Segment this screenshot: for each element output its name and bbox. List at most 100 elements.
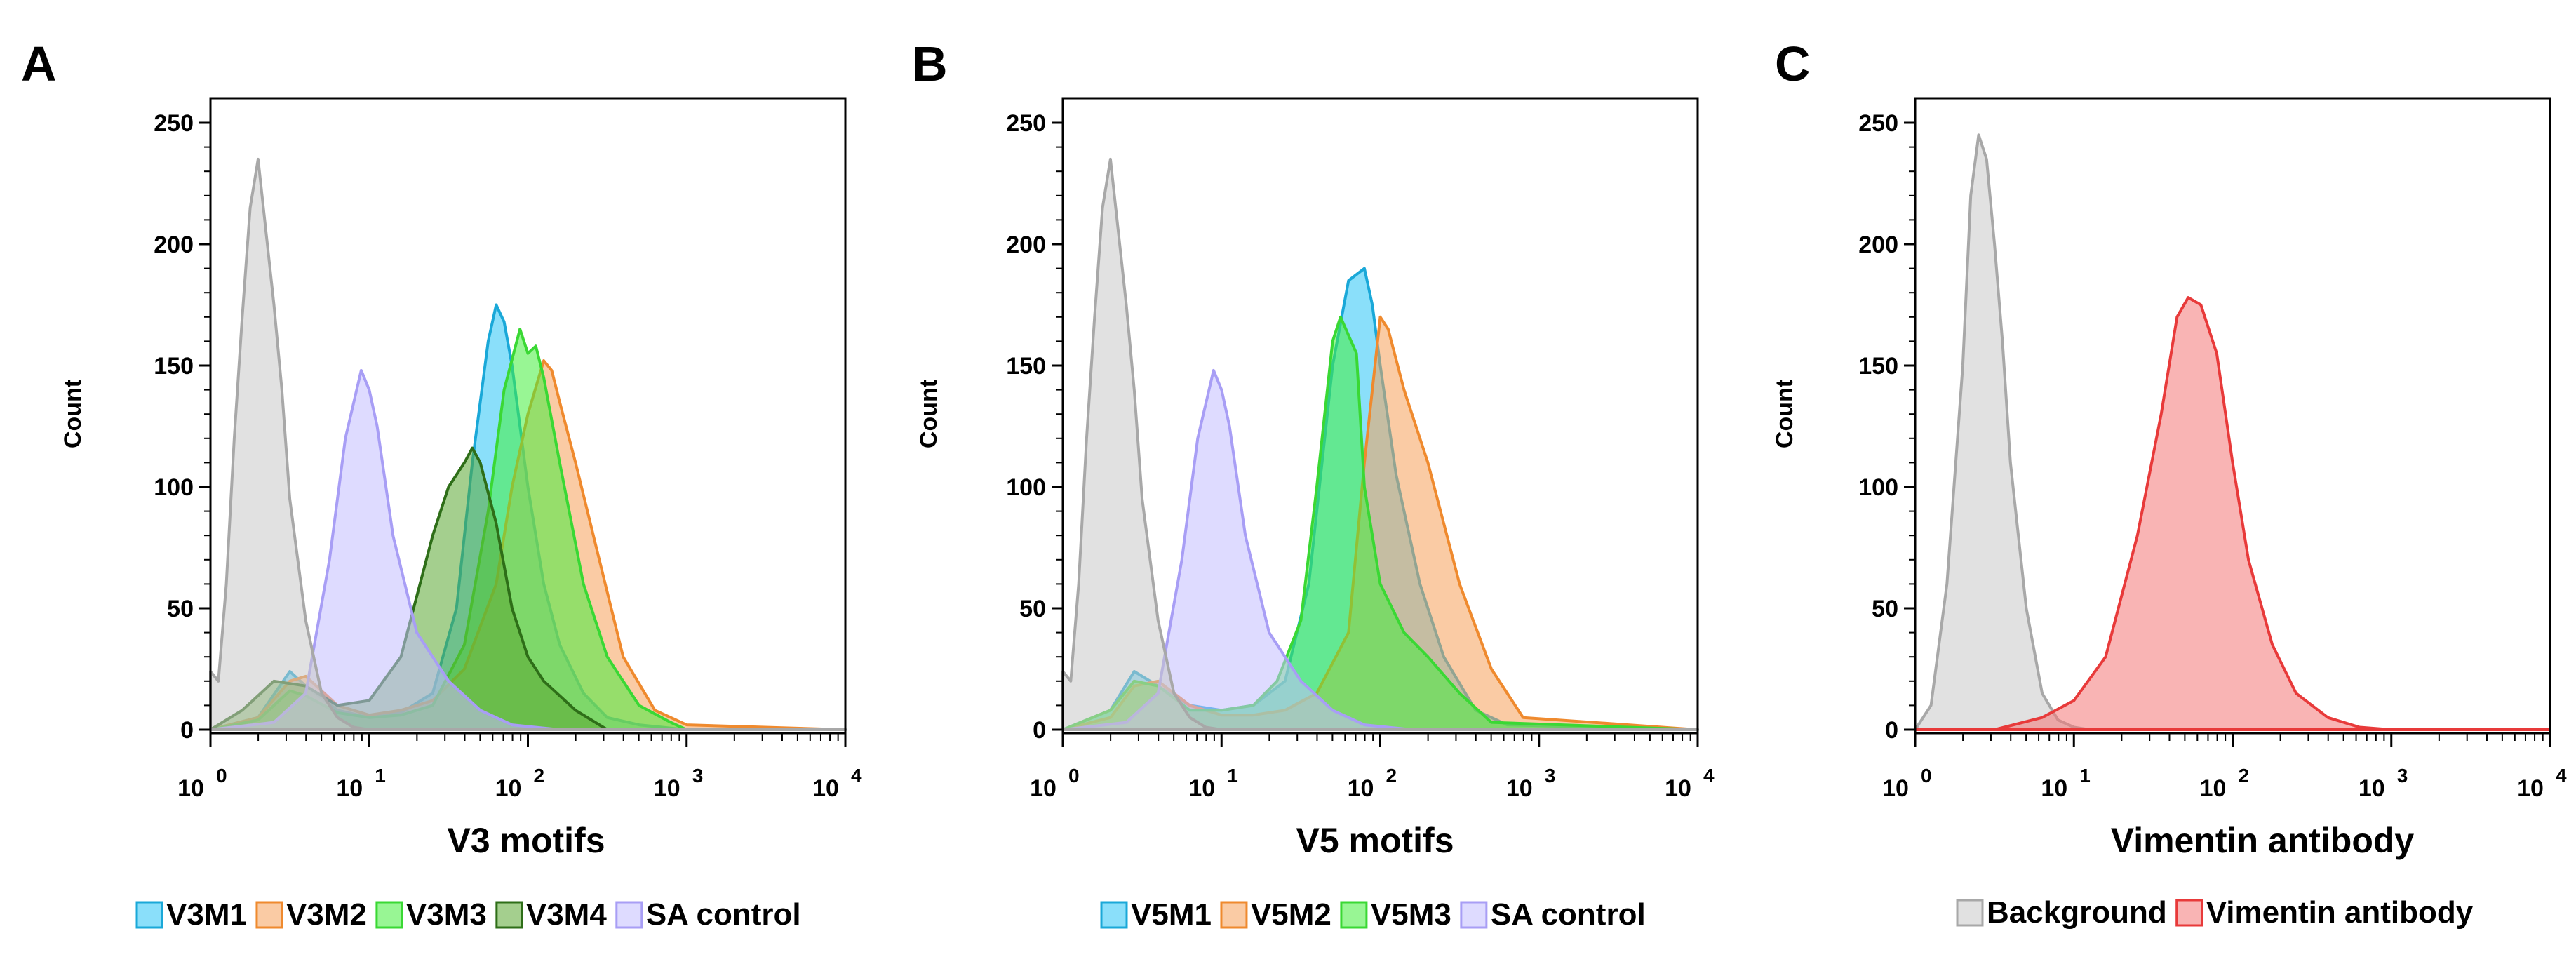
series-area-vimentin-antibody xyxy=(1914,296,2551,731)
legend-item-v5m2: V5M2 xyxy=(1220,897,1331,932)
legend-item-v3m1: V3M1 xyxy=(135,897,247,932)
x-tick-label: 10 3 xyxy=(654,765,703,802)
y-tick-label: 0 xyxy=(180,717,194,744)
legend-label: V5M2 xyxy=(1251,897,1331,932)
legend-label: V5M1 xyxy=(1131,897,1212,932)
legend-swatch xyxy=(495,901,523,929)
y-tick-label: 250 xyxy=(1858,110,1898,137)
y-tick-label: 0 xyxy=(1885,717,1898,744)
svg-text:10: 10 xyxy=(2517,775,2544,802)
svg-text:10: 10 xyxy=(1506,775,1533,802)
legend-b: V5M1 V5M2 V5M3 SA control xyxy=(1100,897,1646,932)
svg-text:0: 0 xyxy=(1921,765,1932,786)
legend-label: Background xyxy=(1987,895,2167,930)
svg-text:0: 0 xyxy=(216,765,227,786)
y-axis-label-c: Count xyxy=(1771,380,1798,448)
legend-label: V3M2 xyxy=(286,897,367,932)
series-area-sa-control xyxy=(1061,368,1699,731)
x-tick-label: 10 4 xyxy=(812,765,862,802)
x-tick-label: 10 1 xyxy=(2041,765,2090,802)
y-tick-label: 150 xyxy=(154,353,194,380)
y-tick-label: 150 xyxy=(1858,353,1898,380)
svg-text:10: 10 xyxy=(1882,775,1909,802)
y-tick-label: 50 xyxy=(167,596,194,622)
x-tick-label: 10 2 xyxy=(2200,765,2249,802)
y-tick-label: 100 xyxy=(1858,474,1898,501)
legend-swatch xyxy=(1956,899,1984,927)
legend-swatch xyxy=(1460,901,1488,929)
x-tick-label: 10 0 xyxy=(1882,765,1931,802)
y-tick-label: 150 xyxy=(1006,353,1046,380)
svg-text:2: 2 xyxy=(1386,765,1397,786)
legend-item-v3m3: V3M3 xyxy=(375,897,487,932)
svg-text:10: 10 xyxy=(1665,775,1691,802)
x-tick-label: 10 0 xyxy=(1030,765,1079,802)
svg-text:10: 10 xyxy=(177,775,204,802)
svg-text:1: 1 xyxy=(1227,765,1238,786)
series-area-background xyxy=(209,157,847,731)
svg-text:3: 3 xyxy=(1545,765,1556,786)
plot-area-b: 0 50 100 150 200 250 10 0 10 1 10 2 10 3 10 4 xyxy=(1006,97,1715,802)
y-axis-label-b: Count xyxy=(915,380,942,448)
legend-swatch xyxy=(135,901,163,929)
svg-text:10: 10 xyxy=(1348,775,1374,802)
svg-text:10: 10 xyxy=(2041,775,2067,802)
x-tick-label: 10 1 xyxy=(1188,765,1237,802)
legend-label: V3M1 xyxy=(166,897,247,932)
y-tick-label: 50 xyxy=(1019,596,1046,622)
panel-letter-c: C xyxy=(1775,36,1811,91)
svg-text:4: 4 xyxy=(851,765,862,786)
series-area-background xyxy=(1061,157,1699,731)
panel-b: B 0 50 100 150 200 250 10 0 10 1 10 2 10 3 10 4 Count V… xyxy=(912,36,1715,932)
legend-label: V3M4 xyxy=(526,897,607,932)
svg-text:4: 4 xyxy=(2556,765,2567,786)
y-tick-label: 100 xyxy=(1006,474,1046,501)
series-area-sa-control xyxy=(209,368,847,731)
legend-label: V3M3 xyxy=(406,897,487,932)
legend-label: SA control xyxy=(646,897,801,932)
panel-letter-a: A xyxy=(21,36,57,91)
y-tick-label: 250 xyxy=(1006,110,1046,137)
y-tick-label: 200 xyxy=(1006,232,1046,258)
x-tick-label: 10 3 xyxy=(2359,765,2408,802)
legend-swatch xyxy=(255,901,283,929)
x-tick-label: 10 4 xyxy=(2517,765,2567,802)
svg-text:2: 2 xyxy=(534,765,545,786)
legend-item-v3m4: V3M4 xyxy=(495,897,607,932)
y-axis-label-a: Count xyxy=(60,380,86,448)
legend-label: V5M3 xyxy=(1371,897,1451,932)
svg-text:3: 3 xyxy=(692,765,704,786)
legend-swatch xyxy=(2175,899,2203,927)
x-tick-label: 10 0 xyxy=(177,765,227,802)
legend-swatch xyxy=(375,901,403,929)
x-tick-label: 10 2 xyxy=(495,765,544,802)
x-axis-label-c: Vimentin antibody xyxy=(2111,821,2415,860)
x-tick-label: 10 2 xyxy=(1348,765,1397,802)
legend-swatch xyxy=(1100,901,1128,929)
legend-label: Vimentin antibody xyxy=(2206,895,2474,930)
y-tick-label: 200 xyxy=(1858,232,1898,258)
legend-a: V3M1 V3M2 V3M3 V3M4 SA control xyxy=(135,897,801,932)
legend-item-v5m3: V5M3 xyxy=(1340,897,1451,932)
legend-item-sa-control: SA control xyxy=(615,897,801,932)
svg-text:4: 4 xyxy=(1703,765,1715,786)
x-tick-label: 10 1 xyxy=(336,765,385,802)
svg-text:2: 2 xyxy=(2239,765,2250,786)
legend-item-vimentin-antibody: Vimentin antibody xyxy=(2175,895,2474,930)
legend-label: SA control xyxy=(1491,897,1646,932)
x-tick-label: 10 3 xyxy=(1506,765,1555,802)
x-axis-label-a: V3 motifs xyxy=(447,821,605,860)
y-tick-label: 50 xyxy=(1872,596,1898,622)
svg-text:0: 0 xyxy=(1068,765,1080,786)
svg-text:10: 10 xyxy=(812,775,839,802)
svg-text:3: 3 xyxy=(2397,765,2408,786)
svg-text:10: 10 xyxy=(1188,775,1215,802)
x-tick-label: 10 4 xyxy=(1665,765,1715,802)
y-tick-label: 200 xyxy=(154,232,194,258)
y-tick-label: 0 xyxy=(1033,717,1046,744)
panel-letter-b: B xyxy=(912,36,948,91)
svg-text:1: 1 xyxy=(2079,765,2091,786)
